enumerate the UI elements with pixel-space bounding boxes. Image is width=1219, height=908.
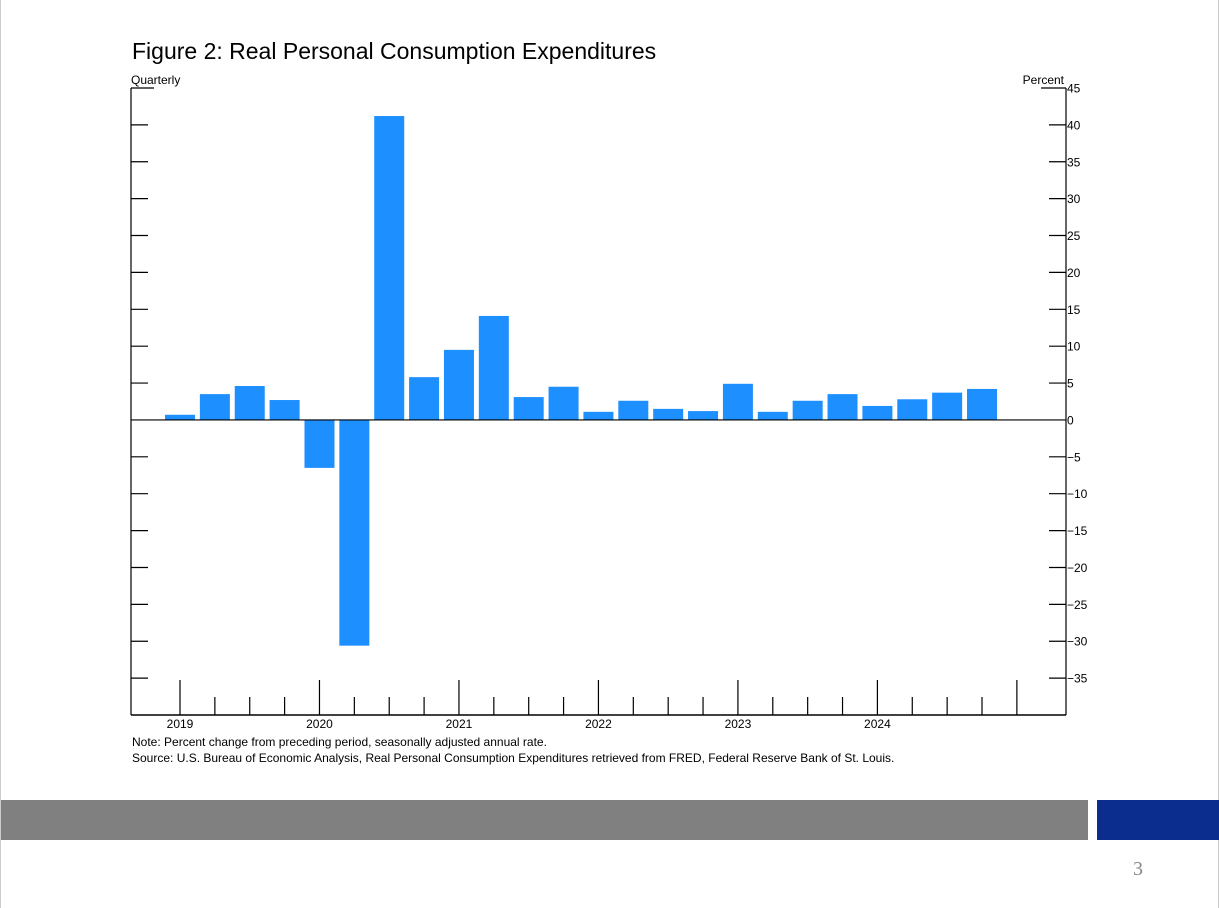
chart-source: Source: U.S. Bureau of Economic Analysis… <box>132 751 895 765</box>
y-tick-label: 15 <box>1067 303 1081 317</box>
bar-2020Q4 <box>409 377 440 420</box>
bar-2023Q1 <box>722 383 753 420</box>
x-tick-label: 2024 <box>864 717 891 731</box>
bar-2022Q4 <box>688 411 719 420</box>
bar-chart: 45 40 35 30 25 20 15 10 5 0 −5 −10 −15 −20 −25 −30 −35 Qu… <box>130 73 1088 731</box>
y-tick-label: −10 <box>1067 487 1088 501</box>
page-number: 3 <box>1133 858 1143 880</box>
y-tick-label: 0 <box>1067 413 1074 427</box>
chart-note: Note: Percent change from preceding peri… <box>132 735 547 749</box>
bar-2021Q1 <box>443 349 474 420</box>
x-tick-label: 2023 <box>725 717 752 731</box>
bar-2022Q3 <box>653 408 684 420</box>
bar-2021Q2 <box>478 315 509 420</box>
bar-2023Q3 <box>792 400 823 420</box>
bar-2019Q4 <box>269 400 300 420</box>
y-tick-label: −5 <box>1067 450 1081 464</box>
bar-2022Q1 <box>583 411 614 420</box>
bar-2020Q1 <box>304 419 335 468</box>
x-tick-label: 2021 <box>446 717 473 731</box>
y-tick-label: 35 <box>1067 155 1081 169</box>
y-tick-label: 30 <box>1067 192 1081 206</box>
y-tick-label: 45 <box>1067 82 1081 96</box>
bar-2020Q2 <box>339 419 370 646</box>
footer-gray-band <box>1 800 1088 840</box>
x-tick-label: 2020 <box>306 717 333 731</box>
bar-2024Q1 <box>862 405 893 420</box>
bar-2023Q4 <box>827 394 858 420</box>
y-tick-label: 5 <box>1067 377 1074 391</box>
y-tick-label: −30 <box>1067 635 1088 649</box>
bar-2024Q4 <box>967 388 998 420</box>
bar-2022Q2 <box>618 400 649 420</box>
x-tick-label: 2022 <box>585 717 612 731</box>
y-tick-label: −20 <box>1067 561 1088 575</box>
frequency-label: Quarterly <box>131 73 180 87</box>
y-tick-label: −15 <box>1067 524 1088 538</box>
footer-blue-band <box>1097 800 1219 840</box>
bar-2021Q4 <box>548 386 579 420</box>
bar-2023Q2 <box>757 411 788 420</box>
bar-2019Q1 <box>165 414 195 420</box>
x-tick-label: 2019 <box>167 717 194 731</box>
y-tick-label: 25 <box>1067 229 1081 243</box>
y-tick-label: −25 <box>1067 598 1088 612</box>
bar-2019Q2 <box>199 394 230 420</box>
bar-2024Q3 <box>932 392 963 420</box>
y-tick-label: 20 <box>1067 266 1081 280</box>
bar-2024Q2 <box>897 399 928 420</box>
bar-2021Q3 <box>513 397 544 420</box>
y-tick-label: 40 <box>1067 118 1081 132</box>
bar-2019Q3 <box>234 386 265 420</box>
bar-2020Q3 <box>374 116 405 420</box>
y-tick-label: −35 <box>1067 672 1088 686</box>
y-axis-label: Percent <box>1023 73 1065 87</box>
y-tick-label: 10 <box>1067 340 1081 354</box>
chart-title: Figure 2: Real Personal Consumption Expe… <box>132 38 657 64</box>
